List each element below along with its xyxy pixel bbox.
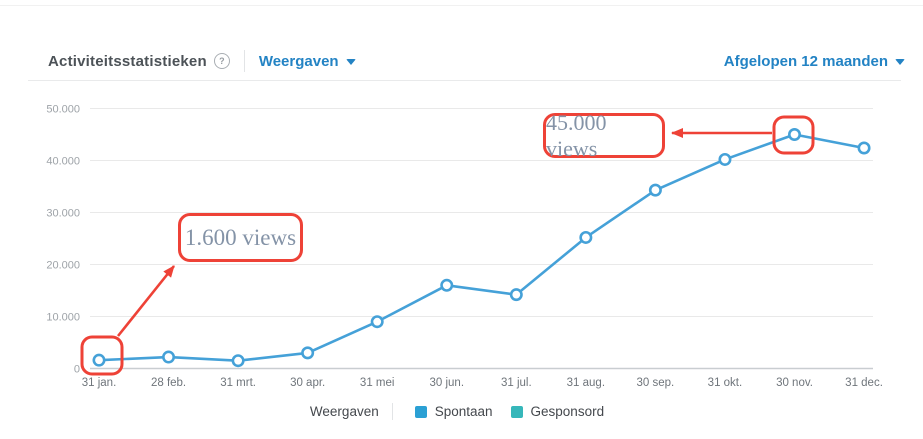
data-point[interactable] [857,141,871,155]
chart-header: Activiteitsstatistieken ? Weergaven Afge… [48,48,905,74]
header-divider [243,50,245,72]
metric-dropdown[interactable]: Weergaven [259,53,356,70]
x-axis-tick-label: 31 mrt. [220,377,256,389]
data-point[interactable] [509,288,523,302]
x-axis-tick-label: 31 aug. [567,377,605,389]
y-axis-tick-label: 0 [74,364,80,376]
page-top-divider [0,5,923,6]
legend-divider [391,403,393,420]
page-title: Activiteitsstatistieken [48,52,207,70]
data-point[interactable] [231,354,245,368]
data-point[interactable] [162,350,176,364]
gesponsord-swatch-icon [510,405,523,418]
x-axis-tick-label: 30 jun. [429,377,464,389]
x-axis-tick-label: 31 okt. [708,377,743,389]
date-range-dropdown[interactable]: Afgelopen 12 maanden [724,53,905,70]
y-axis-tick-label: 10.000 [46,312,80,324]
data-point[interactable] [92,353,106,367]
annotation-highlight-box [772,115,815,155]
x-axis-tick-label: 31 jul. [501,377,532,389]
data-point[interactable] [301,346,315,360]
y-axis-tick-label: 40.000 [46,156,80,168]
chevron-down-icon [895,59,905,65]
chart-legend: Weergaven Spontaan Gesponsord [0,403,923,420]
legend-title: Weergaven [309,404,379,419]
legend-item-spontaan[interactable]: Spontaan [414,404,493,419]
data-point[interactable] [370,315,384,329]
data-point[interactable] [648,183,662,197]
annotation-highlight-box [80,335,124,376]
x-axis-tick-label: 30 sep. [637,377,675,389]
legend-item-gesponsord[interactable]: Gesponsord [510,404,605,419]
chevron-down-icon [345,59,356,65]
data-point[interactable] [440,278,454,292]
y-axis-tick-label: 20.000 [46,260,80,272]
x-axis-tick-label: 30 nov. [776,377,813,389]
data-point[interactable] [718,152,732,166]
legend-item-label: Gesponsord [530,404,605,419]
header-bottom-divider [28,80,901,81]
x-axis-tick-label: 31 mei [360,377,395,389]
spontaan-swatch-icon [414,405,427,418]
x-axis-tick-label: 28 feb. [151,377,186,389]
x-axis-tick-label: 31 jan. [82,377,117,389]
metric-dropdown-label: Weergaven [258,52,339,70]
x-axis-tick-label: 30 apr. [290,377,325,389]
x-axis-tick-label: 31 dec. [845,377,883,389]
annotation-callout-nov: 45.000 views [543,110,665,161]
y-axis-tick-label: 30.000 [46,208,80,220]
data-point[interactable] [787,128,801,142]
help-icon[interactable]: ? [213,53,230,69]
annotation-callout-jan: 1.600 views [178,213,303,262]
date-range-dropdown-label: Afgelopen 12 maanden [723,52,888,70]
y-axis-tick-label: 50.000 [46,104,80,116]
annotation-arrow [116,265,176,337]
annotation-text: 45.000 views [546,109,607,161]
data-point[interactable] [579,230,593,244]
views-line [98,133,865,363]
annotation-text: 1.600 views [184,224,297,250]
legend-item-label: Spontaan [434,404,493,419]
